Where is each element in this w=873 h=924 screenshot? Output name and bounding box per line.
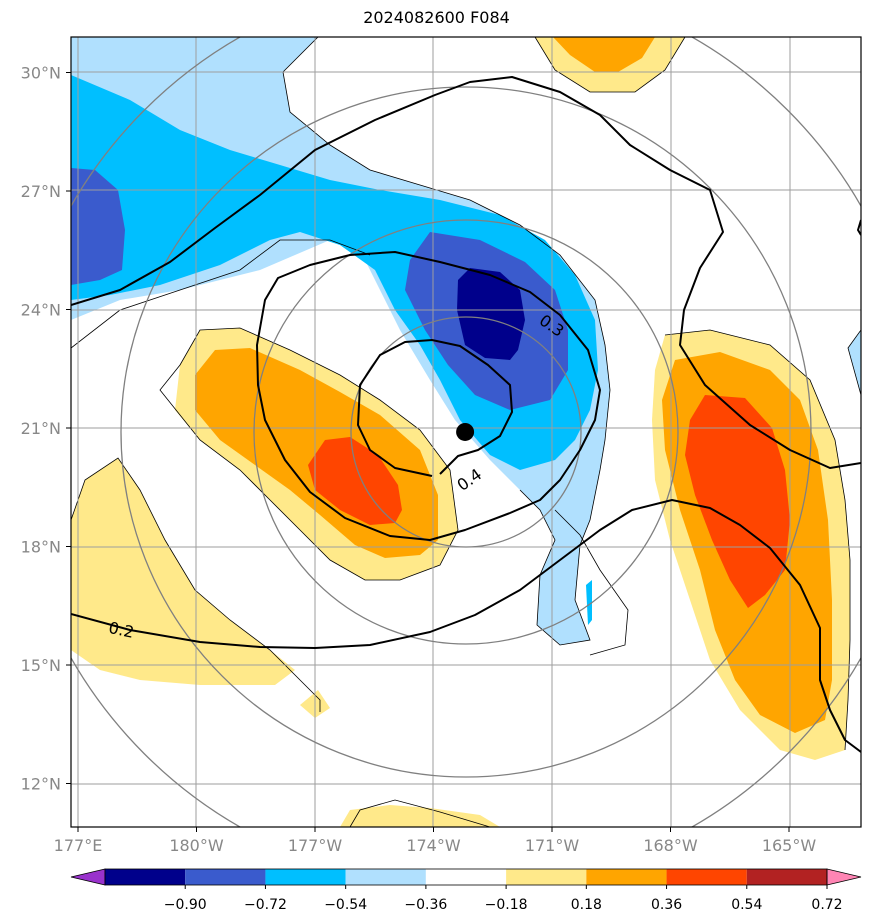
lon-tick-label: 180°W xyxy=(169,836,224,855)
fill-light-blue-east xyxy=(848,330,861,395)
colorbar-frame xyxy=(104,868,828,886)
colorbar-segment xyxy=(746,869,827,885)
outline-center xyxy=(554,509,629,656)
fill-red-left-lobe xyxy=(308,437,402,525)
lon-tick-label: 171°W xyxy=(525,836,580,855)
map-panel: 0.30.40.2 xyxy=(70,36,862,828)
longitude-tick-labels: 177°E 180°W 177°W 174°W 171°W 168°W 165°W xyxy=(54,827,817,855)
outline-east-edge xyxy=(847,329,861,396)
range-ring-2 xyxy=(253,219,679,645)
lat-tick-label: 21°N xyxy=(21,419,61,438)
colorbar-segment xyxy=(586,869,667,885)
storm-center-marker xyxy=(456,422,475,441)
colorbar: −0.90 −0.72 −0.54 −0.36 −0.18 0.18 0.36 0.54 0.7… xyxy=(70,868,862,913)
colorbar-tick-label: 0.72 xyxy=(811,897,842,913)
lon-tick-label: 177°W xyxy=(288,836,343,855)
colorbar-tick-label: 0.18 xyxy=(571,897,602,913)
lat-lon-grid xyxy=(71,37,861,827)
outline-west-yellow xyxy=(71,457,321,712)
fill-cyan-sliver xyxy=(586,580,592,625)
colorbar-segment xyxy=(185,869,266,885)
outline-south xyxy=(349,799,491,827)
contour-0-2-south xyxy=(71,499,861,753)
lon-tick-label: 174°W xyxy=(406,836,461,855)
colorbar-segment xyxy=(265,869,346,885)
fill-royal-blue-west xyxy=(71,168,125,285)
fill-navy xyxy=(457,268,525,360)
colorbar-extend-high xyxy=(826,868,862,886)
colorbar-tick-label: −0.72 xyxy=(244,897,287,913)
contour-label: 0.2 xyxy=(107,618,136,642)
colorbar-tick-label: −0.90 xyxy=(164,897,207,913)
lat-tick-label: 24°N xyxy=(21,301,61,320)
fill-outlines xyxy=(71,37,861,827)
fill-red-right-lobe xyxy=(685,395,790,608)
outline-right-lobe xyxy=(664,329,851,751)
range-ring-1 xyxy=(350,316,582,548)
colorbar-tick-label: −0.36 xyxy=(404,897,447,913)
map-title: 2024082600 F084 xyxy=(363,8,510,27)
contour-0-3 xyxy=(256,251,601,541)
colorbar-tick-label: −0.18 xyxy=(485,897,528,913)
lon-tick-label: 177°E xyxy=(54,836,103,855)
outline-blue-field xyxy=(282,37,611,646)
colorbar-tick-label: 0.36 xyxy=(651,897,682,913)
colorbar-segment xyxy=(105,869,186,885)
lon-tick-label: 165°W xyxy=(762,836,817,855)
contour-label-text: 0.2 xyxy=(107,618,136,642)
colorbar-segment xyxy=(666,869,747,885)
lat-tick-label: 12°N xyxy=(21,775,61,794)
fill-orange-north xyxy=(553,37,655,72)
fill-yellow-south xyxy=(340,805,500,827)
lat-tick-label: 27°N xyxy=(21,182,61,201)
range-rings xyxy=(71,37,861,827)
map-frame xyxy=(70,36,862,828)
lat-tick-label: 18°N xyxy=(21,538,61,557)
contour-0-2-east xyxy=(857,219,861,236)
lon-tick-label: 168°W xyxy=(643,836,698,855)
colorbar-segment xyxy=(506,869,587,885)
contour-0-4 xyxy=(357,339,513,477)
lat-tick-label: 30°N xyxy=(21,64,61,83)
colorbar-segment xyxy=(345,869,426,885)
colorbar-tick-label: −0.54 xyxy=(324,897,367,913)
colorbar-extend-low xyxy=(70,868,106,886)
range-ring-3 xyxy=(120,86,812,778)
lat-tick-label: 15°N xyxy=(21,656,61,675)
contour-0-2-north xyxy=(71,76,861,469)
colorbar-segment xyxy=(425,869,507,885)
line-contours xyxy=(71,76,861,753)
latitude-tick-labels: 30°N 27°N 24°N 21°N 18°N 15°N 12°N xyxy=(21,64,71,794)
outline-left-lobe xyxy=(159,327,459,581)
colorbar-tick-label: 0.54 xyxy=(731,897,762,913)
